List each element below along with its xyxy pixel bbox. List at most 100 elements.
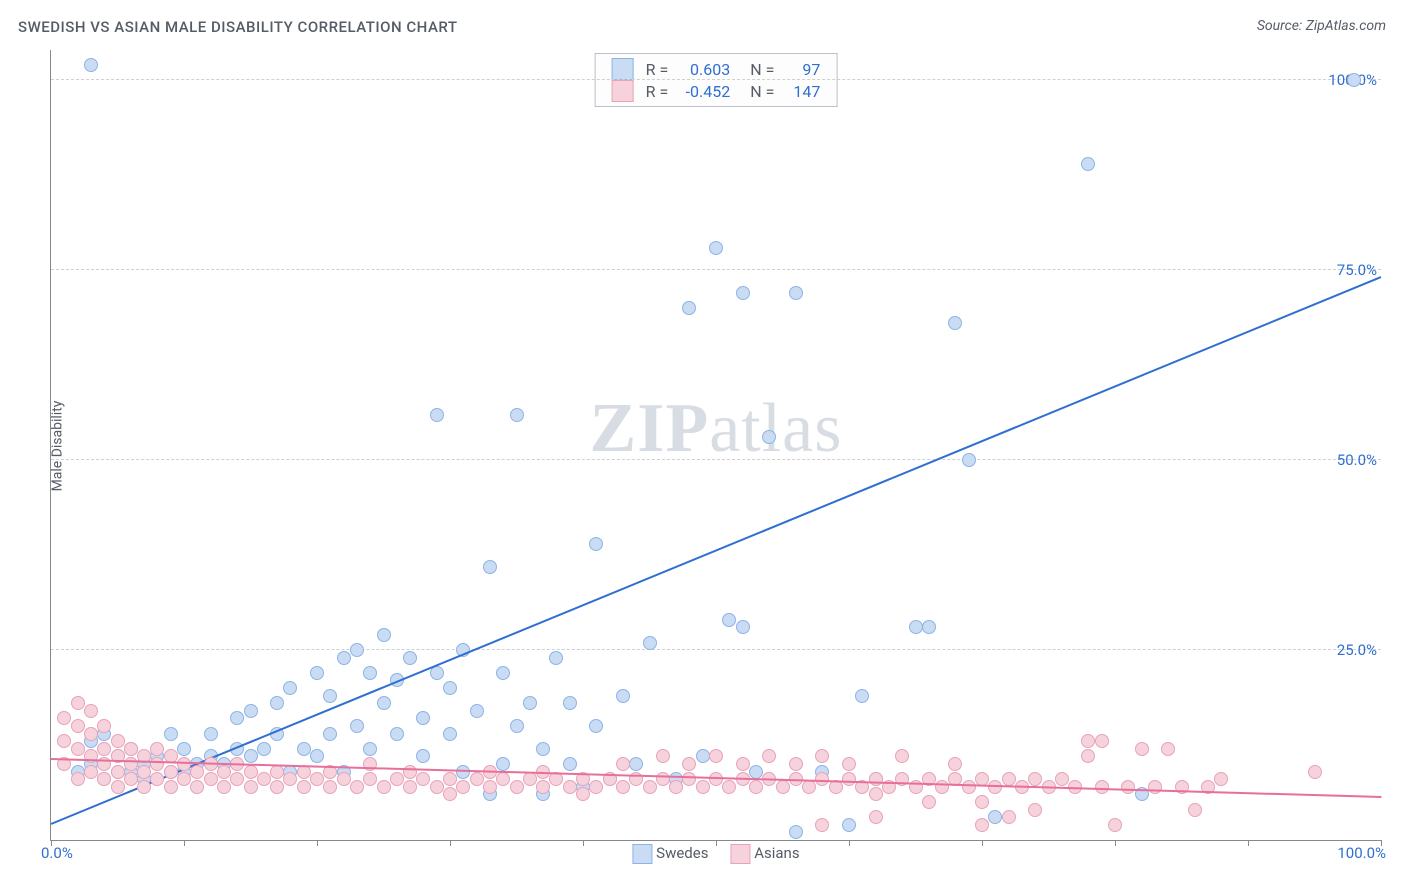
data-point xyxy=(111,734,125,748)
data-point xyxy=(257,772,271,786)
data-point xyxy=(789,825,803,839)
legend-label: Asians xyxy=(754,844,799,862)
data-point xyxy=(443,787,457,801)
x-tick xyxy=(716,840,717,846)
data-point xyxy=(177,757,191,771)
source-credit: Source: ZipAtlas.com xyxy=(1257,18,1386,34)
data-point xyxy=(416,749,430,763)
data-point xyxy=(496,757,510,771)
legend-swatch xyxy=(612,58,634,80)
data-point xyxy=(310,666,324,680)
data-point xyxy=(709,241,723,255)
data-point xyxy=(483,560,497,574)
data-point xyxy=(736,757,750,771)
data-point xyxy=(71,772,85,786)
data-point xyxy=(496,666,510,680)
data-point xyxy=(390,727,404,741)
data-point xyxy=(1095,734,1109,748)
data-point xyxy=(536,742,550,756)
data-point xyxy=(111,765,125,779)
data-point xyxy=(948,316,962,330)
data-point xyxy=(523,696,537,710)
data-point xyxy=(164,727,178,741)
data-point xyxy=(177,772,191,786)
data-point xyxy=(470,704,484,718)
x-tick xyxy=(982,840,983,846)
data-point xyxy=(922,795,936,809)
data-point xyxy=(589,719,603,733)
data-point xyxy=(510,780,524,794)
data-point xyxy=(616,780,630,794)
data-point xyxy=(1081,734,1095,748)
gridline xyxy=(51,269,1381,270)
data-point xyxy=(802,780,816,794)
data-point xyxy=(84,727,98,741)
data-point xyxy=(164,765,178,779)
data-point xyxy=(935,780,949,794)
n-label: N = xyxy=(736,80,780,102)
data-point xyxy=(496,772,510,786)
stats-row: R =-0.452N =147 xyxy=(606,80,827,102)
data-point xyxy=(709,749,723,763)
data-point xyxy=(656,772,670,786)
legend-swatch xyxy=(730,844,750,864)
data-point xyxy=(988,810,1002,824)
data-point xyxy=(390,772,404,786)
data-point xyxy=(377,628,391,642)
x-tick-min: 0.0% xyxy=(41,844,73,862)
data-point xyxy=(736,620,750,634)
data-point xyxy=(323,689,337,703)
data-point xyxy=(84,749,98,763)
data-point xyxy=(217,780,231,794)
data-point xyxy=(350,719,364,733)
data-point xyxy=(722,780,736,794)
data-point xyxy=(430,780,444,794)
data-point xyxy=(682,757,696,771)
data-point xyxy=(589,537,603,551)
data-point xyxy=(403,780,417,794)
data-point xyxy=(483,780,497,794)
data-point xyxy=(1161,742,1175,756)
gridline xyxy=(51,79,1381,80)
data-point xyxy=(722,613,736,627)
data-point xyxy=(177,742,191,756)
data-point xyxy=(84,765,98,779)
data-point xyxy=(403,651,417,665)
stats-row: R =0.603N =97 xyxy=(606,58,827,80)
r-label: R = xyxy=(640,80,675,102)
legend-swatch xyxy=(632,844,652,864)
data-point xyxy=(310,772,324,786)
data-point xyxy=(150,772,164,786)
data-point xyxy=(909,620,923,634)
x-tick xyxy=(317,840,318,846)
data-point xyxy=(855,689,869,703)
data-point xyxy=(563,757,577,771)
data-point xyxy=(283,681,297,695)
n-value: 97 xyxy=(780,58,826,80)
data-point xyxy=(948,757,962,771)
data-point xyxy=(190,780,204,794)
data-point xyxy=(204,772,218,786)
data-point xyxy=(337,772,351,786)
data-point xyxy=(1095,780,1109,794)
data-point xyxy=(111,780,125,794)
data-point xyxy=(589,780,603,794)
watermark: ZIPatlas xyxy=(590,389,843,469)
data-point xyxy=(696,749,710,763)
r-value: 0.603 xyxy=(674,58,736,80)
data-point xyxy=(137,780,151,794)
data-point xyxy=(536,780,550,794)
data-point xyxy=(323,780,337,794)
data-point xyxy=(164,780,178,794)
data-point xyxy=(1347,73,1361,87)
data-point xyxy=(869,787,883,801)
data-point xyxy=(1188,803,1202,817)
data-point xyxy=(244,704,258,718)
r-value: -0.452 xyxy=(674,80,736,102)
data-point xyxy=(1028,803,1042,817)
data-point xyxy=(815,749,829,763)
data-point xyxy=(682,772,696,786)
data-point xyxy=(337,651,351,665)
data-point xyxy=(842,772,856,786)
data-point xyxy=(736,286,750,300)
